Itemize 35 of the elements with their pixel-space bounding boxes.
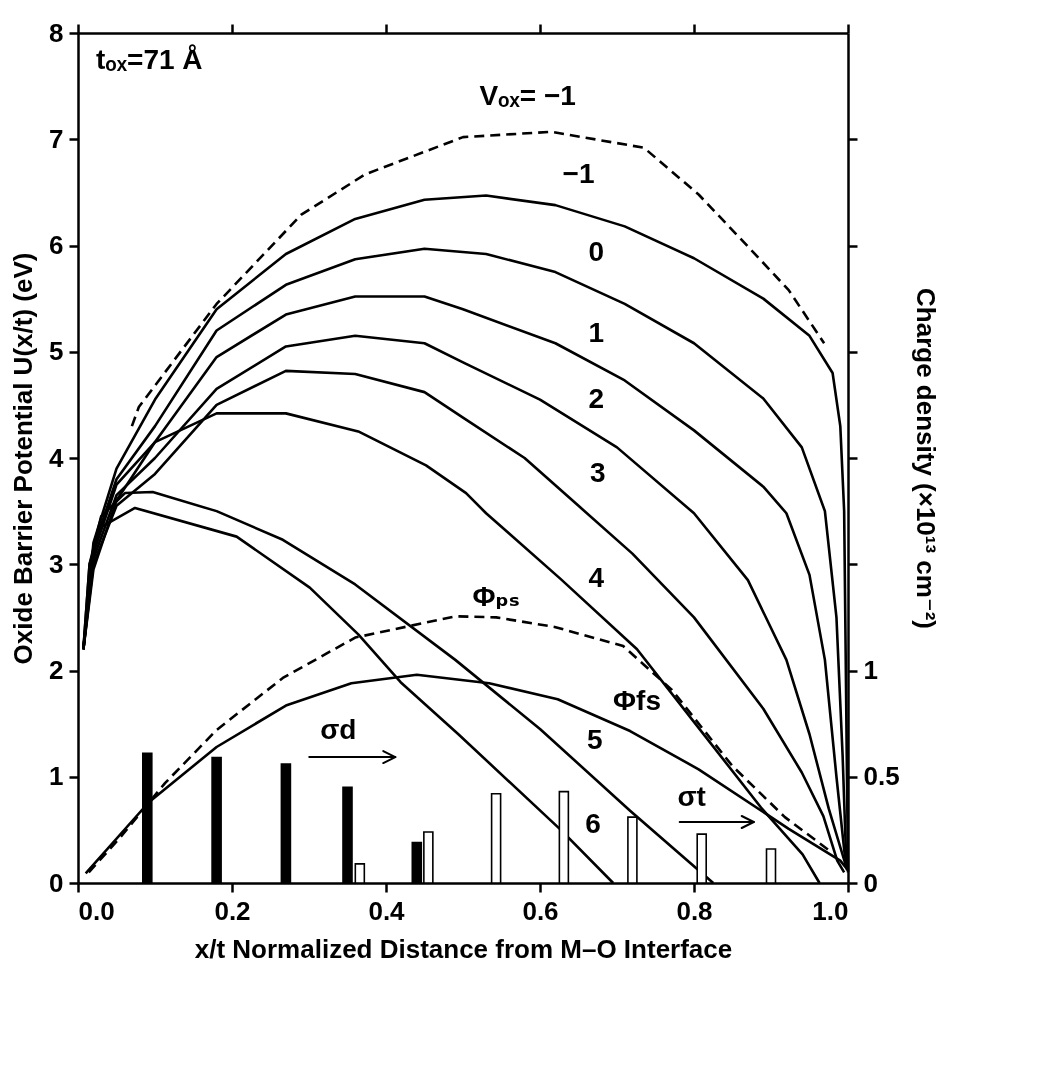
series-label: 1 [588,316,604,348]
annotation: tₒₓ=71 Å [96,44,203,75]
x-tick-label: 0.0 [78,895,115,926]
series-label: 5 [586,723,603,755]
series-label: −1 [562,158,595,190]
x-tick-label: 0.8 [676,895,713,926]
y2-tick-label: 0 [863,867,878,898]
annotation: σd [320,714,357,746]
series-label: 2 [588,382,604,414]
y-tick-label: 4 [49,442,65,473]
series-label: Vₒₓ= −1 [479,79,576,111]
y2-axis-title: Charge density (×10¹³ cm⁻²) [910,288,941,629]
y-axis-title: Oxide Barrier Potential U(x/t) (eV) [8,252,39,665]
y-tick-label: 1 [49,761,64,792]
annotation: σt [677,781,706,812]
y-tick-label: 7 [49,123,64,154]
x-tick-label: 0.4 [368,895,406,926]
series-label: 0 [588,235,604,267]
y-tick-label: 5 [49,336,64,367]
y-tick-label: 8 [49,17,64,48]
series-label: 3 [589,456,606,488]
y2-tick-label: 1 [863,655,878,685]
series-label: Φfs [613,685,661,717]
x-axis-title: x/t Normalized Distance from M–O Interface [194,933,733,964]
y-tick-label: 3 [49,548,64,579]
x-tick-label: 0.6 [522,895,559,926]
y-tick-label: 0 [49,867,64,898]
series-label: Φₚₛ [472,581,520,613]
series-label: 4 [588,562,605,594]
x-tick-label: 0.2 [214,895,251,926]
series-label: 6 [585,807,601,839]
y-tick-label: 2 [49,655,64,685]
y2-tick-label: 0.5 [863,761,900,792]
y-tick-label: 6 [49,230,64,260]
x-tick-label: 1.0 [812,895,849,926]
